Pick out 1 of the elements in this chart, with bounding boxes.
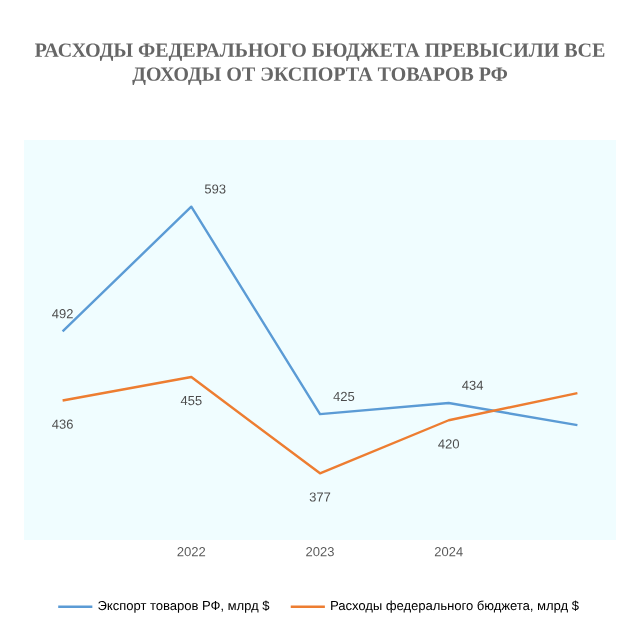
chart-title: РАСХОДЫ ФЕДЕРАЛЬНОГО БЮДЖЕТА ПРЕВЫСИЛИ ВСЕ ДОХОДЫ ОТ ЭКСПОРТА ТОВАРОВ РФ: [34, 43, 605, 85]
